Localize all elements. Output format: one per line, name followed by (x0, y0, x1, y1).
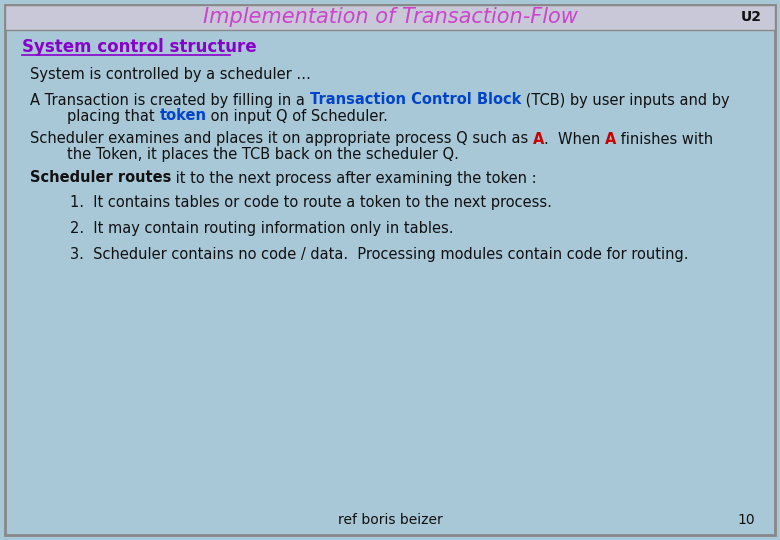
FancyBboxPatch shape (5, 5, 775, 30)
Text: Transaction Control Block: Transaction Control Block (310, 92, 521, 107)
Text: A: A (533, 132, 544, 146)
Text: placing that: placing that (30, 109, 159, 124)
Text: System control structure: System control structure (22, 38, 257, 56)
Text: token: token (159, 109, 206, 124)
Text: System is controlled by a scheduler …: System is controlled by a scheduler … (30, 68, 311, 83)
Text: A Transaction is created by filling in a: A Transaction is created by filling in a (30, 92, 310, 107)
Text: 10: 10 (737, 513, 755, 527)
FancyBboxPatch shape (5, 5, 775, 535)
Text: .  When: . When (544, 132, 605, 146)
Text: (TCB) by user inputs and by: (TCB) by user inputs and by (521, 92, 729, 107)
Text: finishes with: finishes with (616, 132, 714, 146)
Text: ref boris beizer: ref boris beizer (338, 513, 442, 527)
Text: 2.  It may contain routing information only in tables.: 2. It may contain routing information on… (70, 221, 453, 237)
Text: 1.  It contains tables or code to route a token to the next process.: 1. It contains tables or code to route a… (70, 195, 552, 211)
Text: A: A (605, 132, 616, 146)
Text: Scheduler examines and places it on appropriate process Q such as: Scheduler examines and places it on appr… (30, 132, 533, 146)
Text: it to the next process after examining the token :: it to the next process after examining t… (172, 171, 537, 186)
Text: the Token, it places the TCB back on the scheduler Q.: the Token, it places the TCB back on the… (30, 147, 459, 163)
Text: Implementation of Transaction-Flow: Implementation of Transaction-Flow (203, 7, 577, 27)
Text: 3.  Scheduler contains no code / data.  Processing modules contain code for rout: 3. Scheduler contains no code / data. Pr… (70, 247, 689, 262)
Text: Scheduler routes: Scheduler routes (30, 171, 172, 186)
Text: U2: U2 (741, 10, 762, 24)
Text: on input Q of Scheduler.: on input Q of Scheduler. (206, 109, 388, 124)
